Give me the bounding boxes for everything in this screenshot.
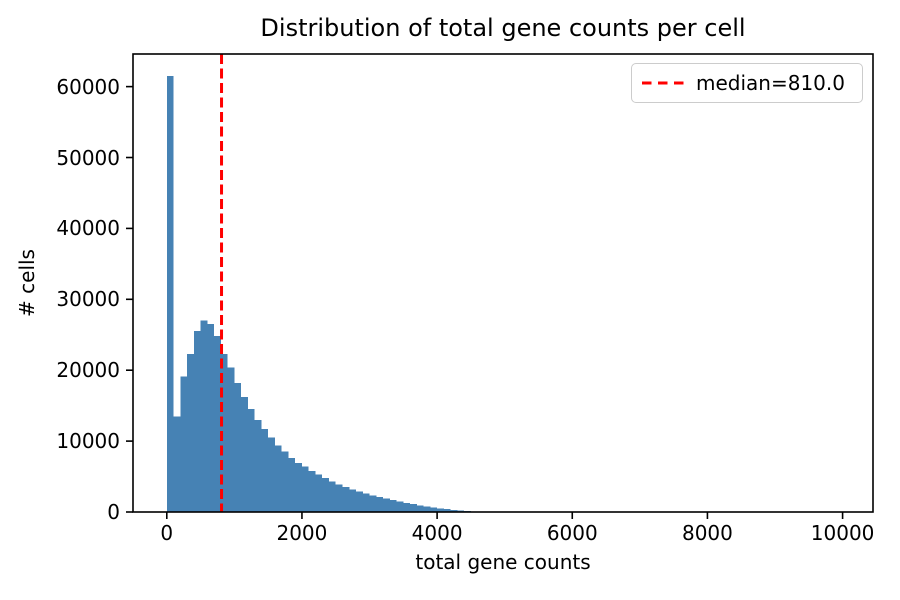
histogram-bar [376, 497, 384, 512]
histogram-bar [173, 416, 181, 512]
legend-label: median=810.0 [696, 71, 845, 95]
y-tick-label: 50000 [56, 145, 120, 170]
histogram-bar [301, 466, 309, 512]
x-tick-label: 2000 [276, 521, 328, 545]
y-axis-label: # cells [15, 249, 39, 317]
histogram-bar [261, 429, 269, 512]
y-tick-label: 10000 [56, 429, 120, 454]
y-tick-label: 0 [107, 500, 120, 524]
x-tick-label: 4000 [411, 521, 463, 545]
histogram-bar [437, 508, 444, 512]
histogram-bar [389, 499, 397, 512]
histogram-bar [274, 445, 282, 512]
histogram-bar [396, 501, 404, 512]
y-tick-label: 30000 [56, 287, 120, 312]
histogram-bar [207, 324, 215, 512]
histogram-bar [200, 320, 208, 512]
histogram-bar [362, 493, 370, 512]
histogram-bar [369, 495, 377, 512]
histogram-bar [247, 409, 255, 512]
x-tick-label: 8000 [681, 521, 733, 545]
histogram-bar [234, 382, 242, 512]
histogram-bar [383, 498, 390, 512]
histogram-bar [295, 463, 302, 512]
histogram-bar [220, 353, 228, 512]
histogram-bar [349, 489, 357, 512]
histogram-bar [227, 367, 235, 512]
histogram-bar [450, 509, 458, 512]
histogram-bar [281, 451, 289, 512]
histogram-bar [308, 470, 316, 512]
x-tick-label: 0 [160, 521, 174, 545]
histogram-bar [356, 491, 363, 512]
histogram-bar [315, 474, 323, 512]
axis-ticks [126, 85, 844, 519]
histogram-bar [430, 507, 438, 512]
histogram-bar [443, 509, 451, 512]
chart-title: Distribution of total gene counts per ce… [260, 14, 746, 42]
y-tick-label: 40000 [56, 216, 120, 241]
median-line-legend-swatch [642, 81, 684, 85]
x-axis-label: total gene counts [415, 550, 591, 574]
histogram-bar [214, 336, 221, 512]
histogram-bar [166, 75, 174, 512]
histogram-bars [166, 75, 471, 512]
x-tick-label: 10000 [810, 521, 875, 545]
histogram-bar [322, 477, 329, 512]
histogram-bar [328, 481, 336, 512]
histogram-bar [423, 506, 431, 512]
plot-border [132, 53, 874, 513]
x-tick-label: 6000 [546, 521, 598, 545]
histogram-bar [335, 484, 343, 512]
histogram-bar [268, 437, 275, 512]
histogram-bar [410, 504, 417, 512]
histogram-bar [403, 502, 411, 512]
histogram-bar [180, 376, 188, 512]
legend: median=810.0 [631, 63, 863, 103]
histogram-bar [187, 353, 194, 512]
histogram-bar [288, 458, 296, 512]
histogram-bar [342, 487, 350, 512]
histogram-bar [254, 419, 262, 512]
y-tick-label: 20000 [56, 358, 120, 383]
histogram-bar [416, 505, 424, 512]
histogram-bar [241, 397, 248, 512]
histogram-bar [193, 331, 201, 512]
y-tick-label: 60000 [56, 74, 120, 99]
